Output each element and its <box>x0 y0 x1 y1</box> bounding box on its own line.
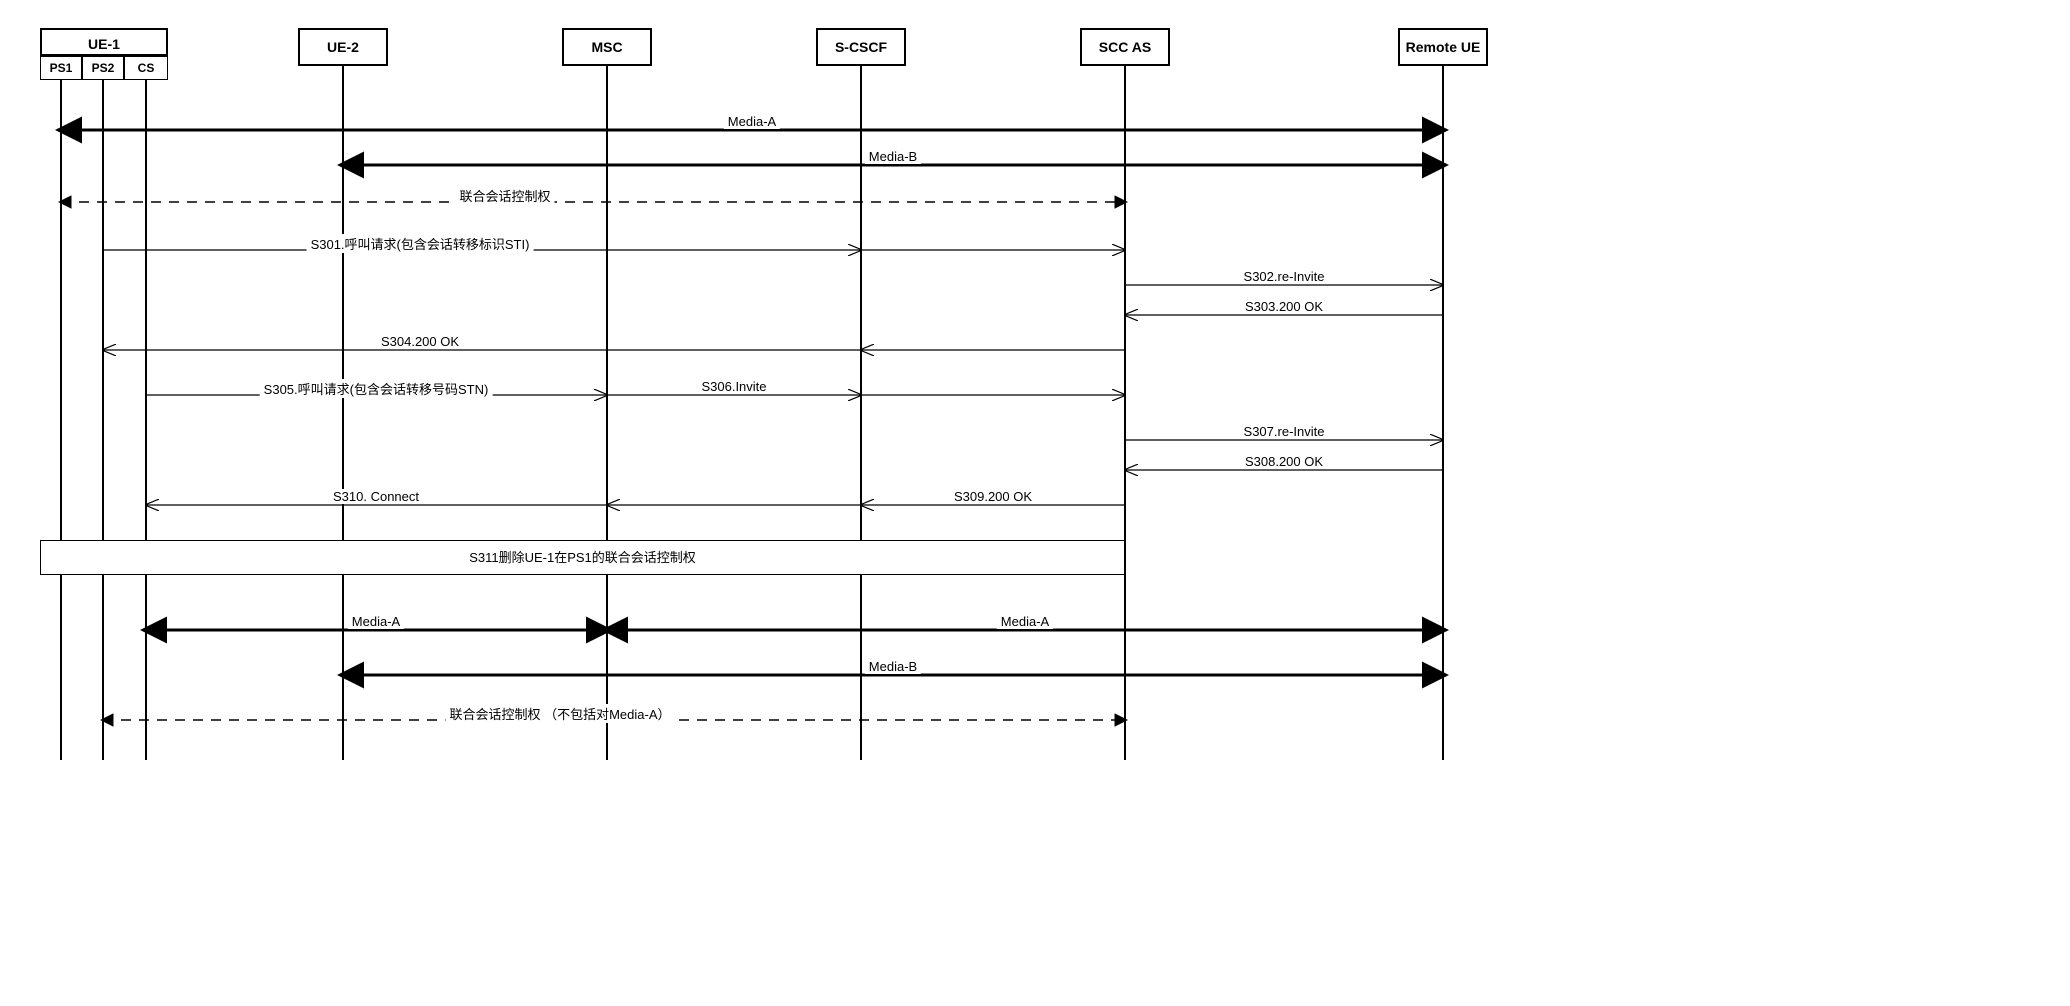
arrow-label-20: 联合会话控制权 （不包括对Media-A） <box>445 704 674 723</box>
arrow-label-16: S310. Connect <box>329 489 423 504</box>
arrow-label-17: Media-A <box>348 614 404 629</box>
arrow-label-9: S305.呼叫请求(包含会话转移号码STN) <box>260 379 493 398</box>
arrow-label-5: S302.re-Invite <box>1240 269 1329 284</box>
activity-0: S311删除UE-1在PS1的联合会话控制权 <box>40 540 1125 575</box>
sequence-diagram: UE-1 UE-2 MSC S-CSCF SCC AS Remote UE PS1PS2CS… <box>20 20 1550 760</box>
actor-ue1: UE-1 <box>40 28 168 56</box>
actor-scscf: S-CSCF <box>816 28 906 66</box>
arrow-label-14: S309.200 OK <box>950 489 1036 504</box>
arrow-label-18: Media-A <box>997 614 1053 629</box>
arrow-label-1: Media-B <box>865 149 921 164</box>
arrow-label-6: S303.200 OK <box>1241 299 1327 314</box>
arrow-label-10: S306.Invite <box>697 379 770 394</box>
arrow-label-12: S307.re-Invite <box>1240 424 1329 439</box>
arrow-label-3: S301.呼叫请求(包含会话转移标识STI) <box>307 234 534 253</box>
actor-msc: MSC <box>562 28 652 66</box>
arrow-label-2: 联合会话控制权 <box>455 186 554 205</box>
sub-actor-ps2: PS2 <box>82 56 124 80</box>
arrow-label-0: Media-A <box>724 114 780 129</box>
sub-actor-ps1: PS1 <box>40 56 82 80</box>
arrow-label-19: Media-B <box>865 659 921 674</box>
arrow-label-7: S304.200 OK <box>377 334 463 349</box>
arrow-label-13: S308.200 OK <box>1241 454 1327 469</box>
actor-sccas: SCC AS <box>1080 28 1170 66</box>
actor-ue2: UE-2 <box>298 28 388 66</box>
actor-remote: Remote UE <box>1398 28 1488 66</box>
sub-actor-cs: CS <box>124 56 168 80</box>
